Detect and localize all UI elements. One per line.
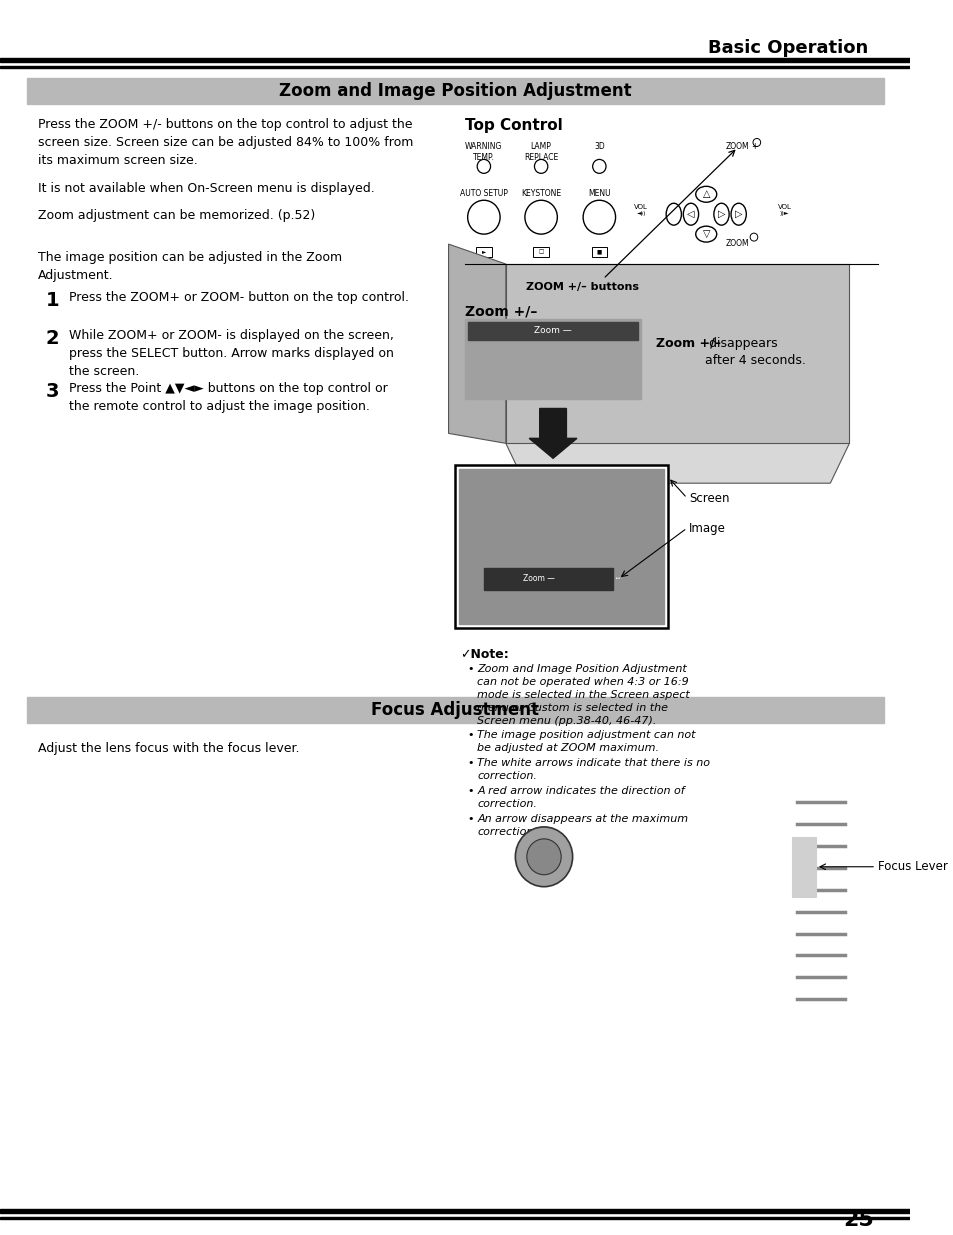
Text: While ZOOM+ or ZOOM- is displayed on the screen,
press the SELECT button. Arrow : While ZOOM+ or ZOOM- is displayed on the… [69, 329, 394, 378]
Text: ■: ■ [596, 249, 601, 254]
Text: +: + [750, 142, 757, 152]
Text: The image position adjustment can not
be adjusted at ZOOM maximum.: The image position adjustment can not be… [476, 730, 695, 753]
Text: WARNING
TEMP.: WARNING TEMP. [465, 142, 502, 162]
Bar [791, 837, 815, 897]
Bar [464, 319, 640, 399]
Text: disappears
after 4 seconds.: disappears after 4 seconds. [704, 337, 805, 367]
Text: 3D: 3D [594, 142, 604, 152]
Bar [0, 58, 909, 62]
Bar [27, 698, 882, 724]
Text: Top Control: Top Control [464, 117, 562, 132]
Text: ✓Note:: ✓Note: [459, 647, 508, 661]
Text: LAMP
REPLACE: LAMP REPLACE [523, 142, 558, 162]
Text: •: • [467, 663, 474, 673]
Text: ZOOM: ZOOM [724, 142, 748, 152]
Text: Image: Image [688, 521, 725, 535]
Circle shape [526, 839, 560, 874]
Text: ►: ► [481, 249, 485, 254]
Text: ◁: ◁ [686, 209, 694, 219]
Bar [455, 466, 667, 627]
Text: A red arrow indicates the direction of
correction.: A red arrow indicates the direction of c… [476, 785, 684, 809]
Text: 1: 1 [46, 291, 59, 310]
Bar [483, 568, 612, 590]
Text: •: • [467, 730, 474, 740]
Text: The white arrows indicate that there is no
correction.: The white arrows indicate that there is … [476, 758, 709, 782]
Text: •: • [467, 814, 474, 824]
Text: An arrow disappears at the maximum
correction.: An arrow disappears at the maximum corre… [476, 814, 688, 837]
Text: KEYSTONE: KEYSTONE [520, 189, 560, 199]
Text: Press the ZOOM+ or ZOOM- button on the top control.: Press the ZOOM+ or ZOOM- button on the t… [69, 291, 408, 304]
Text: AUTO SETUP: AUTO SETUP [459, 189, 507, 199]
Circle shape [515, 827, 572, 887]
Bar [0, 65, 909, 68]
Polygon shape [448, 245, 505, 443]
Text: 3: 3 [46, 382, 59, 400]
Text: •: • [467, 758, 474, 768]
Polygon shape [505, 443, 848, 483]
Text: The image position can be adjusted in the Zoom
Adjustment.: The image position can be adjusted in th… [38, 251, 342, 282]
Text: ))►: ))► [779, 211, 788, 216]
Text: MENU: MENU [587, 189, 610, 199]
Text: 2: 2 [46, 329, 59, 348]
Text: ◄)): ◄)) [636, 211, 645, 216]
Bar [458, 469, 663, 624]
Bar [467, 322, 638, 340]
Text: Adjust the lens focus with the focus lever.: Adjust the lens focus with the focus lev… [38, 742, 299, 756]
Text: •: • [467, 785, 474, 797]
Text: Focus Adjustment: Focus Adjustment [371, 701, 538, 719]
Bar [455, 466, 667, 627]
Text: ▽: ▽ [701, 230, 709, 240]
Text: Zoom +/–: Zoom +/– [655, 337, 720, 350]
Text: ▷: ▷ [717, 209, 724, 219]
Text: Zoom and Image Position Adjustment: Zoom and Image Position Adjustment [278, 82, 631, 100]
Text: Zoom adjustment can be memorized. (p.52): Zoom adjustment can be memorized. (p.52) [38, 209, 315, 222]
Bar [27, 78, 882, 104]
Text: VOL: VOL [777, 204, 791, 210]
Polygon shape [505, 264, 848, 443]
Text: ▷: ▷ [734, 209, 741, 219]
Text: VOL: VOL [634, 204, 648, 210]
Text: ZOOM: ZOOM [724, 240, 748, 248]
Text: Zoom —: Zoom — [522, 574, 554, 583]
Text: △: △ [701, 189, 709, 199]
Text: Zoom +/–: Zoom +/– [464, 305, 537, 319]
Text: Basic Operation: Basic Operation [707, 38, 867, 57]
Text: ZOOM +/– buttons: ZOOM +/– buttons [525, 282, 638, 291]
Text: 25: 25 [842, 1210, 873, 1230]
Bar [0, 1209, 909, 1214]
Text: Zoom and Image Position Adjustment
can not be operated when 4:3 or 16:9
mode is : Zoom and Image Position Adjustment can n… [476, 663, 689, 726]
Text: ••: •• [614, 577, 620, 582]
Text: Press the Point ▲▼◄► buttons on the top control or
the remote control to adjust : Press the Point ▲▼◄► buttons on the top … [69, 382, 387, 412]
Text: Screen: Screen [688, 492, 729, 505]
Text: It is not available when On-Screen menu is displayed.: It is not available when On-Screen menu … [38, 183, 375, 195]
Bar [0, 1218, 909, 1219]
Text: Zoom —: Zoom — [534, 326, 572, 335]
Text: Press the ZOOM +/- buttons on the top control to adjust the
screen size. Screen : Press the ZOOM +/- buttons on the top co… [38, 117, 413, 167]
FancyArrow shape [529, 409, 577, 458]
Text: □: □ [537, 249, 543, 254]
Text: Focus Lever: Focus Lever [877, 861, 947, 873]
